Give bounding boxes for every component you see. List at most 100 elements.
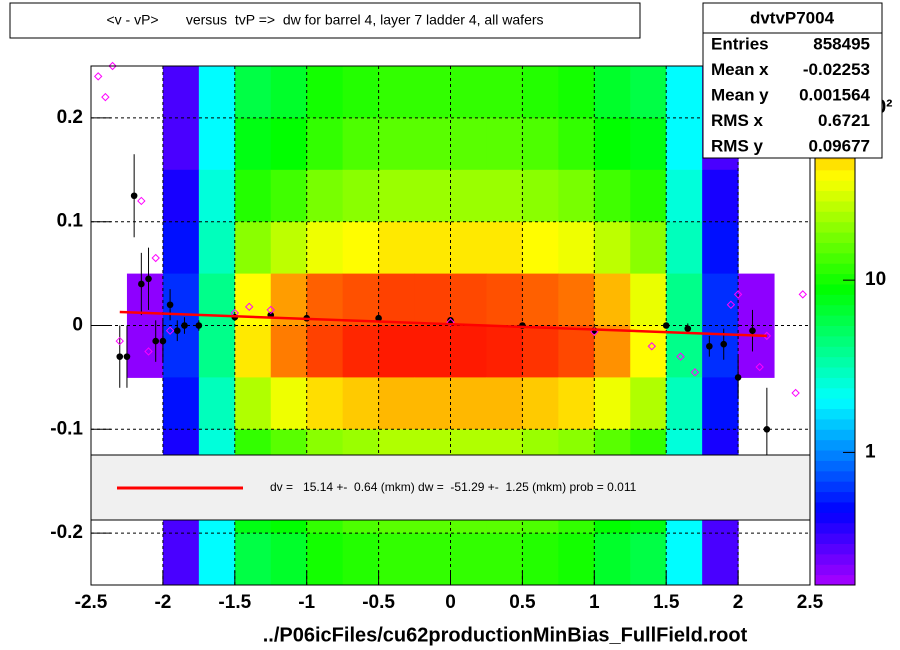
- heatmap-cell: [702, 221, 739, 275]
- heatmap-cell: [702, 377, 739, 430]
- heatmap-cell: [342, 66, 380, 119]
- colorbar-segment: [815, 398, 855, 410]
- data-point: [130, 192, 138, 200]
- heatmap-cell: [522, 273, 559, 326]
- data-point: [93, 72, 103, 81]
- heatmap-cell: [234, 377, 272, 430]
- heatmap-cell: [234, 117, 272, 171]
- colorbar-segment: [815, 252, 855, 264]
- heatmap-cell: [630, 221, 667, 275]
- heatmap-cell: [630, 169, 667, 223]
- data-point: [791, 388, 800, 398]
- colorbar-segment: [815, 315, 855, 326]
- heatmap-cell: [414, 377, 451, 430]
- data-point: [720, 340, 728, 348]
- heatmap-cell: [414, 169, 451, 223]
- heatmap-cell: [450, 169, 487, 223]
- stats-label: Entries: [711, 34, 769, 53]
- y-tick-label: -0.2: [50, 522, 83, 543]
- heatmap-cell: [378, 273, 416, 326]
- heatmap-cell: [522, 66, 559, 119]
- heatmap-cell: [198, 221, 236, 275]
- heatmap-cell: [306, 169, 344, 223]
- data-point: [755, 362, 764, 372]
- heatmap-cell: [378, 377, 416, 430]
- z-tick-label: 1: [865, 441, 876, 462]
- heatmap-cell: [666, 117, 703, 171]
- heatmap-cell: [162, 377, 200, 430]
- heatmap-cell: [594, 533, 631, 586]
- data-point: [375, 314, 382, 322]
- colorbar-segment: [815, 335, 855, 347]
- stats-label: RMS y: [711, 136, 764, 155]
- data-point: [116, 353, 124, 360]
- stats-label: Mean y: [711, 85, 769, 104]
- heatmap-cell: [666, 169, 703, 223]
- x-tick-label: 2.5: [797, 592, 824, 613]
- stats-box: [702, 2, 883, 159]
- heatmap-cell: [486, 325, 523, 378]
- heatmap-cell: [486, 66, 523, 119]
- colorbar-segment: [815, 543, 855, 555]
- heatmap-cell: [414, 66, 451, 119]
- data-point: [165, 326, 175, 335]
- heatmap-cell: [522, 169, 559, 223]
- heatmap-cell: [270, 325, 308, 378]
- chart-title: <v - vP> versus tvP => dw for barrel 4, …: [106, 12, 543, 28]
- colorbar-segment: [815, 159, 855, 171]
- data-point: [159, 337, 167, 345]
- heatmap-cell: [486, 169, 523, 223]
- colorbar-segment: [815, 242, 855, 254]
- heatmap-cell: [738, 273, 775, 326]
- stats-label: RMS x: [711, 111, 764, 130]
- heatmap-cell: [198, 273, 236, 326]
- colorbar-segment: [815, 294, 855, 306]
- heatmap-cell: [702, 273, 739, 326]
- heatmap-cell: [342, 273, 380, 326]
- heatmap-cell: [378, 533, 416, 586]
- heatmap-cell: [486, 273, 523, 326]
- heatmap-cell: [486, 117, 523, 171]
- heatmap-cell: [378, 169, 416, 223]
- heatmap-cell: [594, 117, 631, 171]
- data-point: [137, 196, 146, 206]
- colorbar-segment: [815, 356, 855, 368]
- data-point: [244, 302, 254, 312]
- heatmap-cell: [522, 325, 559, 378]
- heatmap-cell: [378, 325, 416, 378]
- heatmap-cell: [162, 117, 200, 171]
- y-tick-label: 0.2: [57, 107, 83, 128]
- heatmap-cell: [702, 169, 739, 223]
- heatmap-cell: [594, 273, 631, 326]
- heatmap-cell: [306, 377, 344, 430]
- heatmap-cell: [522, 377, 559, 430]
- heatmap-cell: [666, 66, 703, 119]
- x-tick-label: 1: [589, 592, 600, 613]
- colorbar-segment: [815, 460, 855, 472]
- heatmap-cell: [342, 533, 380, 586]
- x-tick-label: -1: [298, 592, 315, 613]
- heatmap-cell: [450, 221, 487, 275]
- stats-label: Mean x: [711, 60, 769, 79]
- colorbar-segment: [815, 169, 855, 181]
- stats-value: 0.09677: [809, 136, 870, 155]
- heatmap-cell: [378, 66, 416, 119]
- data-point: [166, 301, 174, 309]
- y-tick-label: 0: [72, 315, 83, 336]
- heatmap-cell: [270, 533, 308, 586]
- data-point: [676, 352, 685, 361]
- heatmap-cell: [630, 273, 667, 326]
- colorbar-segment: [815, 470, 855, 482]
- colorbar-segment: [815, 211, 855, 223]
- heatmap-cell: [738, 325, 775, 378]
- heatmap-cell: [234, 66, 272, 119]
- colorbar-segment: [815, 491, 855, 503]
- colorbar-segment: [815, 522, 855, 534]
- heatmap-cell: [450, 377, 487, 430]
- x-tick-label: 0: [445, 592, 456, 613]
- x-axis-label: ../P06icFiles/cu62productionMinBias_Full…: [263, 624, 748, 646]
- heatmap-cell: [198, 169, 236, 223]
- colorbar-segment: [815, 533, 855, 544]
- heatmap-cell: [270, 66, 308, 119]
- z-tick-label: 10: [865, 269, 886, 290]
